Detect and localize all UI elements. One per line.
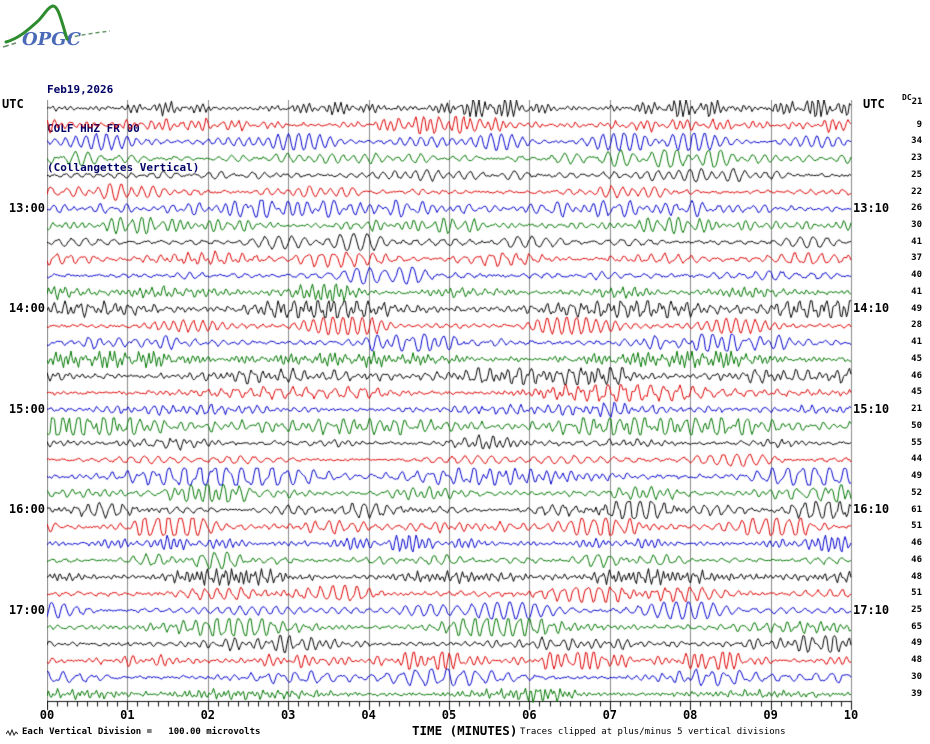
- trace-dc-value: 41: [911, 286, 922, 297]
- trace-dc-value: 30: [911, 671, 922, 682]
- trace-dc-value: 51: [911, 588, 922, 599]
- logo-peak-icon: [4, 4, 69, 44]
- hour-label-right: 14:10: [853, 301, 890, 316]
- trace-dc-value: 49: [911, 638, 922, 649]
- trace-dc-value: 30: [911, 219, 922, 230]
- trace-dc-value: 28: [911, 320, 922, 331]
- hour-label-left: 17:00: [8, 602, 45, 617]
- scale-value: 100.00 microvolts: [168, 727, 261, 737]
- x-axis-title: TIME (MINUTES): [412, 723, 518, 738]
- trace-dc-value: 49: [911, 471, 922, 482]
- hour-label-right: 17:10: [853, 602, 890, 617]
- trace-dc-value: 34: [911, 136, 922, 147]
- logo-dash-left: [2, 42, 17, 48]
- trace-dc-value: 37: [911, 253, 922, 264]
- trace-dc-value: 55: [911, 437, 922, 448]
- x-axis-tick-label: 10: [843, 708, 859, 722]
- trace-dc-value: 9: [916, 119, 922, 130]
- trace-dc-value: 21: [911, 404, 922, 415]
- trace-dc-value: 48: [911, 655, 922, 666]
- x-axis-tick-label: 08: [682, 708, 698, 722]
- trace-dc-value: 46: [911, 538, 922, 549]
- trace-dc-value: 61: [911, 504, 922, 515]
- x-axis-tick-label: 01: [120, 708, 135, 722]
- hour-label-left: 16:00: [8, 502, 45, 517]
- scale-label-text: Each Vertical Division =: [22, 727, 153, 737]
- trace-dc-value: 40: [911, 270, 922, 281]
- dc-header: DC21: [902, 93, 922, 107]
- scale-label: Each Vertical Division = 100.00 microvol…: [22, 727, 260, 737]
- trace-dc-value: 50: [911, 420, 922, 431]
- trace-dc-value: 49: [911, 303, 922, 314]
- trace-dc-value: 26: [911, 203, 922, 214]
- x-axis-tick-label: 09: [763, 708, 778, 722]
- x-axis-tick-label: 00: [39, 708, 55, 722]
- trace-dc-value: 44: [911, 454, 922, 465]
- trace-dc-value: 51: [911, 521, 922, 532]
- trace-dc-value: 22: [911, 186, 922, 197]
- trace-dc-value: 23: [911, 153, 922, 164]
- hour-label-left: 15:00: [8, 401, 45, 416]
- x-axis-tick-label: 03: [280, 708, 296, 722]
- x-axis-tick-label: 06: [522, 708, 537, 722]
- trace-dc-value: 52: [911, 487, 922, 498]
- x-axis-tick-label: 07: [602, 708, 618, 722]
- trace-dc-value: 25: [911, 169, 922, 180]
- trace-dc-value: 41: [911, 337, 922, 348]
- x-axis-tick-label: 04: [361, 708, 376, 722]
- trace-dc-value: 46: [911, 554, 922, 565]
- hour-label-left: 13:00: [8, 200, 45, 215]
- hour-label-right: 13:10: [853, 200, 890, 215]
- header-date: Feb19,2026: [47, 83, 114, 96]
- trace-dc-value: 48: [911, 571, 922, 582]
- utc-label-right: UTC: [863, 97, 885, 111]
- dc-label: DC: [902, 93, 912, 102]
- hour-label-right: 16:10: [853, 502, 890, 517]
- opgc-logo: OPGC: [2, 4, 111, 50]
- trace-dc-value: 45: [911, 353, 922, 364]
- clip-note: Traces clipped at plus/minus 5 vertical …: [520, 727, 786, 737]
- trace-dc-value: 41: [911, 236, 922, 247]
- trace-dc-value: 46: [911, 370, 922, 381]
- logo-dash-right: [67, 30, 111, 39]
- seismogram-canvas: [47, 100, 853, 715]
- trace-dc-value: 65: [911, 621, 922, 632]
- scale-wiggle-icon: [6, 729, 18, 737]
- trace-dc-value: 45: [911, 387, 922, 398]
- opgc-logo-text: OPGC: [22, 29, 82, 50]
- hour-label-left: 14:00: [8, 301, 45, 316]
- utc-label-left: UTC: [2, 97, 24, 111]
- trace-dc-value: 39: [911, 688, 922, 699]
- trace-dc-value: 25: [911, 605, 922, 615]
- hour-label-right: 15:10: [853, 401, 890, 416]
- x-axis-tick-label: 02: [200, 708, 216, 722]
- x-axis-tick-label: 05: [441, 708, 457, 722]
- dc-first-value: 21: [911, 97, 923, 107]
